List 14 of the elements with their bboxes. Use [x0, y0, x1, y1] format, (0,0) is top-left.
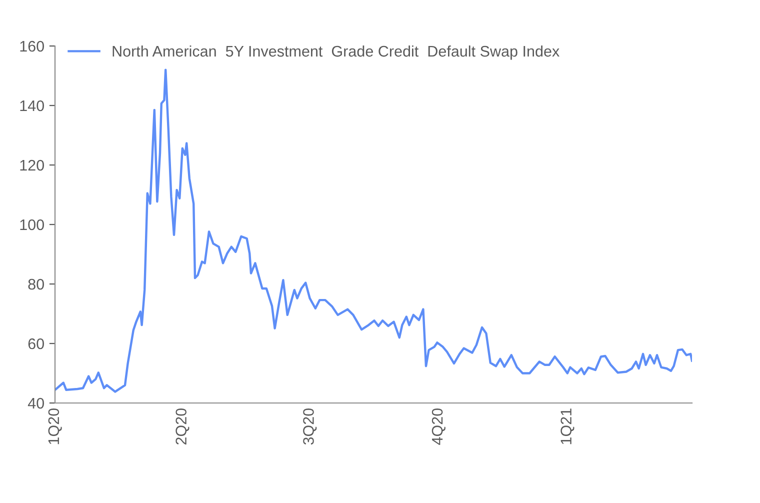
legend-label: North American 5Y Investment Grade Credit Default Swap Index: [112, 45, 560, 60]
y-tick-label: 80: [28, 278, 44, 290]
x-tick-label: 3Q20: [303, 408, 317, 445]
line-series: [55, 68, 692, 393]
x-tick-label: 1Q21: [560, 408, 574, 444]
y-tick-label: 100: [20, 219, 44, 230]
x-tick-label: 1Q20: [48, 408, 62, 444]
y-tick-label: 140: [20, 100, 44, 112]
y-tick-label: 160: [20, 40, 44, 52]
y-tick-label: 40: [28, 398, 44, 409]
x-tick-label: 4Q20: [432, 408, 446, 445]
x-tick-label: 2Q20: [176, 408, 190, 444]
y-tick-label: 120: [20, 160, 44, 171]
y-tick-label: 60: [28, 338, 44, 350]
